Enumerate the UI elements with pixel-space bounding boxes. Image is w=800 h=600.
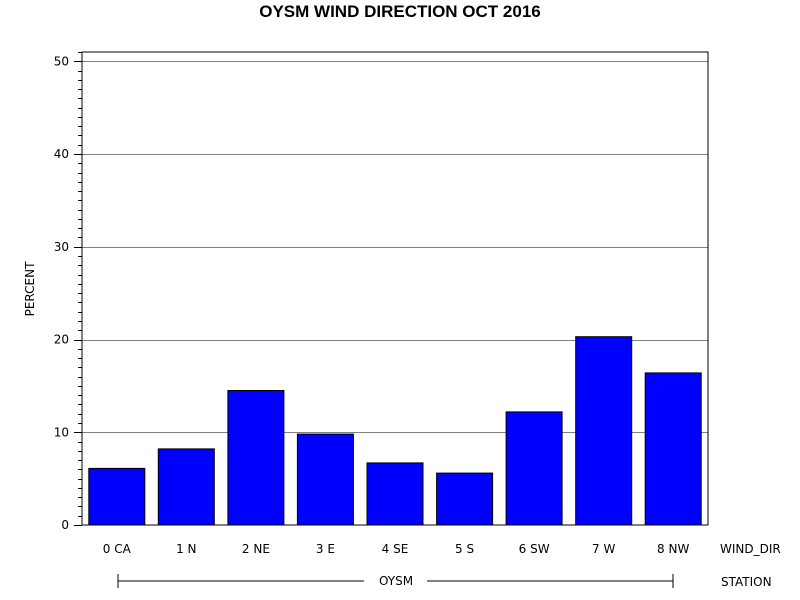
y-tick-label: 20	[54, 333, 69, 347]
x-tick-label: 7 W	[592, 542, 615, 556]
plot-frame	[81, 51, 709, 526]
y-tick-label: 0	[61, 518, 69, 532]
bar	[88, 467, 146, 526]
bar	[436, 472, 494, 526]
y-tick-label: 10	[54, 425, 69, 439]
y-axis-label: PERCENT	[23, 261, 37, 316]
bar	[366, 462, 424, 526]
bar	[575, 336, 633, 526]
x-tick-label: 2 NE	[242, 542, 270, 556]
bar	[505, 411, 563, 526]
y-tick-label: 50	[54, 54, 69, 68]
x-tick-label: 1 N	[176, 542, 196, 556]
bar	[644, 372, 702, 526]
station-axis-label: STATION	[721, 575, 772, 589]
y-tick-label: 40	[54, 147, 69, 161]
bar	[296, 433, 354, 526]
y-axis: 0 10 20 30 40 50	[54, 52, 82, 532]
y-tick-label: 30	[54, 240, 69, 254]
bars	[88, 336, 702, 526]
chart-title: OYSM WIND DIRECTION OCT 2016	[259, 2, 540, 21]
bar	[157, 448, 215, 526]
station-group-label: OYSM	[379, 574, 413, 588]
x-tick-label: 4 SE	[382, 542, 409, 556]
x-axis-label: WIND_DIR	[720, 542, 781, 556]
x-tick-label: 5 S	[455, 542, 474, 556]
x-axis-labels: 0 CA 1 N 2 NE 3 E 4 SE 5 S 6 SW 7 W 8 NW	[103, 542, 690, 556]
x-tick-label: 6 SW	[519, 542, 550, 556]
x-tick-label: 0 CA	[103, 542, 132, 556]
bar	[227, 390, 285, 526]
x-tick-label: 8 NW	[657, 542, 689, 556]
x-tick-label: 3 E	[316, 542, 335, 556]
station-group-bracket	[117, 574, 674, 588]
